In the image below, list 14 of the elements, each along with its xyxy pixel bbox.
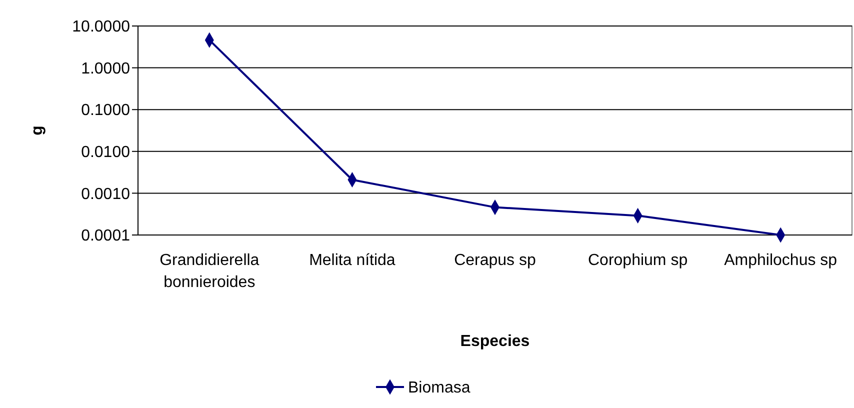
x-axis-title: Especies <box>460 333 530 350</box>
x-tick-label: Corophium sp <box>588 252 688 269</box>
y-tick-label: 0.0100 <box>81 144 130 161</box>
y-tick-label: 1.0000 <box>81 60 130 78</box>
x-tick-label: Melita nítida <box>309 252 396 269</box>
x-tick-label: Grandidierella bonnieroides <box>160 252 260 291</box>
y-tick-label: 10.0000 <box>72 18 130 36</box>
y-tick-label: 0.1000 <box>81 102 130 120</box>
legend-label: Biomasa <box>408 380 470 397</box>
x-tick-label: Amphilochus sp <box>724 252 838 269</box>
y-axis-title: g <box>29 126 46 136</box>
y-tick-label: 0.0010 <box>81 186 130 203</box>
x-tick-label: Cerapus sp <box>454 252 536 269</box>
y-tick-label: 0.0001 <box>81 228 130 245</box>
